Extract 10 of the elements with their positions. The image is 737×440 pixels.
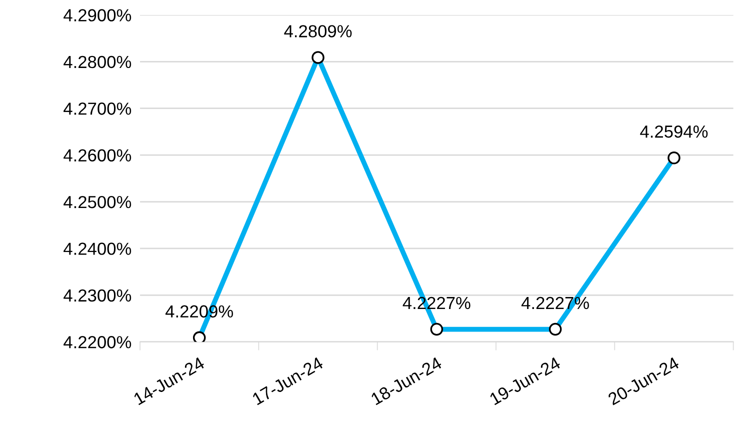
- y-tick-label: 4.2600%: [64, 149, 132, 162]
- data-label: 4.2594%: [640, 125, 708, 138]
- y-tick-label: 4.2400%: [64, 242, 132, 255]
- y-tick-label: 4.2300%: [64, 289, 132, 302]
- data-label: 4.2809%: [284, 25, 352, 38]
- y-tick-label: 4.2900%: [64, 9, 132, 22]
- y-tick-label: 4.2800%: [64, 56, 132, 68]
- y-tick-label: 4.2200%: [64, 336, 132, 348]
- y-tick-label: 4.2700%: [64, 102, 132, 115]
- y-tick-label: 4.2500%: [64, 196, 132, 208]
